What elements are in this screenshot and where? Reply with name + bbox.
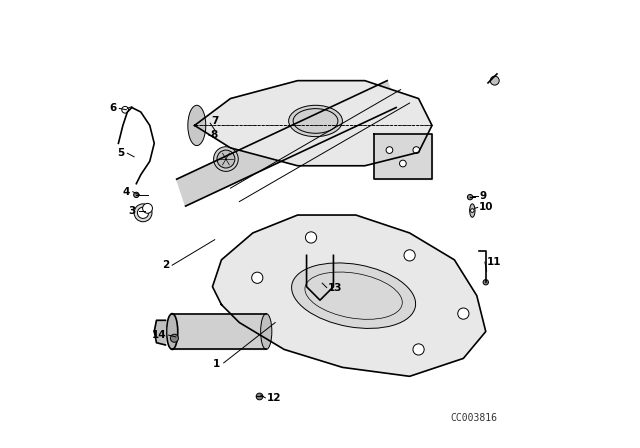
Text: 4: 4	[122, 187, 130, 197]
Ellipse shape	[292, 263, 415, 328]
Ellipse shape	[413, 147, 420, 153]
Text: 13: 13	[328, 283, 342, 293]
Polygon shape	[212, 215, 486, 376]
Ellipse shape	[256, 393, 263, 400]
Ellipse shape	[490, 76, 499, 85]
Ellipse shape	[470, 204, 475, 217]
Ellipse shape	[458, 308, 469, 319]
Ellipse shape	[170, 334, 179, 342]
Ellipse shape	[260, 314, 272, 349]
Text: 12: 12	[267, 393, 281, 403]
Text: 14: 14	[152, 330, 167, 340]
Ellipse shape	[467, 194, 473, 200]
Ellipse shape	[470, 209, 474, 212]
Ellipse shape	[134, 204, 152, 222]
Ellipse shape	[386, 147, 393, 153]
Polygon shape	[195, 81, 432, 166]
Ellipse shape	[143, 203, 152, 213]
Ellipse shape	[166, 314, 178, 349]
Text: 10: 10	[479, 202, 493, 212]
Text: 5: 5	[117, 148, 124, 158]
Ellipse shape	[404, 250, 415, 261]
Ellipse shape	[413, 344, 424, 355]
Polygon shape	[177, 81, 396, 206]
Ellipse shape	[483, 280, 488, 285]
Text: 3: 3	[128, 207, 136, 216]
Text: 6: 6	[109, 103, 116, 113]
Ellipse shape	[122, 107, 129, 113]
Ellipse shape	[188, 105, 206, 146]
Ellipse shape	[134, 192, 139, 198]
Text: 2: 2	[162, 260, 169, 270]
Text: 1: 1	[213, 359, 221, 369]
Ellipse shape	[305, 232, 317, 243]
Ellipse shape	[289, 105, 342, 137]
Ellipse shape	[138, 207, 148, 218]
Text: 11: 11	[486, 257, 501, 267]
Polygon shape	[154, 320, 165, 345]
Ellipse shape	[399, 160, 406, 167]
Ellipse shape	[214, 147, 238, 171]
Ellipse shape	[252, 272, 263, 284]
Polygon shape	[374, 134, 432, 179]
Polygon shape	[172, 314, 266, 349]
Text: 8: 8	[211, 130, 218, 140]
Text: 7: 7	[212, 116, 219, 126]
Text: CC003816: CC003816	[450, 414, 497, 423]
Text: 9: 9	[479, 191, 486, 201]
Ellipse shape	[217, 150, 235, 168]
